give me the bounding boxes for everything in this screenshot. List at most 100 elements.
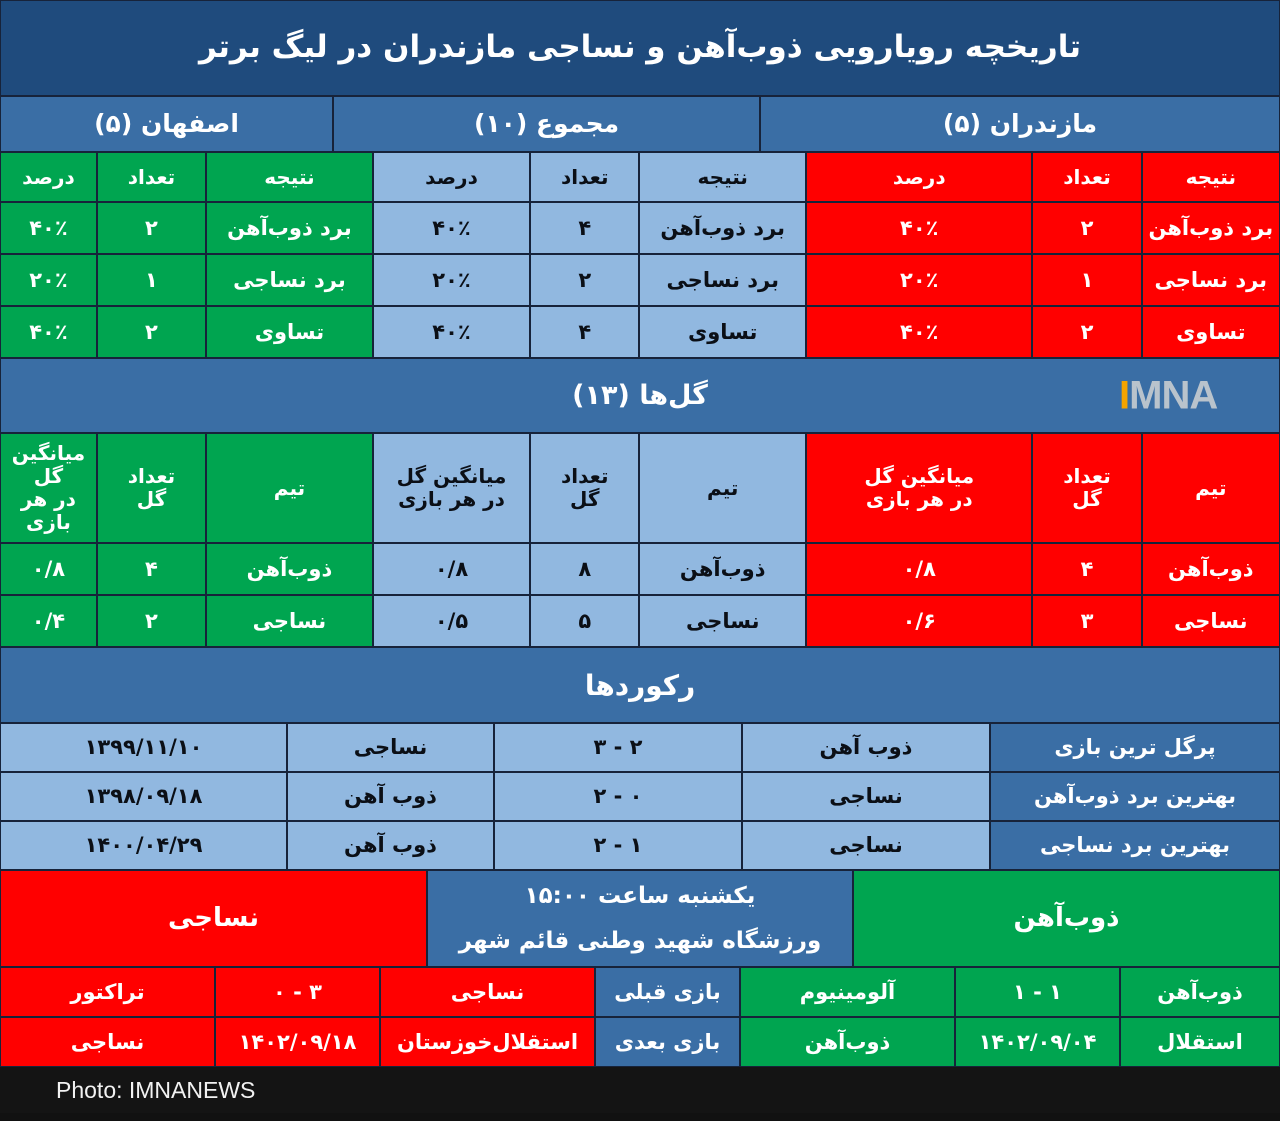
stats-header-total-count: تعداد — [530, 152, 640, 202]
home-previous-team: ذوب‌آهن — [1120, 967, 1280, 1017]
next-match-label: بازی بعدی — [595, 1017, 740, 1067]
stats-maz-result-0: برد ذوب‌آهن — [1141, 202, 1280, 254]
stats-header-maz-result: نتیجه — [1141, 152, 1280, 202]
page-title-text: تاریخچه رویارویی ذوب‌آهن و نساجی مازندرا… — [198, 29, 1082, 66]
stats-maz-count-0: ۲ — [1032, 202, 1142, 254]
goals-isf-team-0: ذوب‌آهن — [206, 543, 373, 595]
stats-header-total-result: نتیجه — [639, 152, 807, 202]
stats-header-row: نتیجه تعداد درصد نتیجه تعداد درصد نتیجه … — [0, 152, 1280, 202]
goals-row: نساجی ۳ ۰/۶ نساجی ۵ ۰/۵ نساجی ۲ ۰/۴ — [0, 595, 1280, 647]
stats-isf-percent-1: ۲۰٪ — [0, 254, 97, 306]
match-away-team: نساجی — [0, 870, 427, 967]
away-previous-score: ۳ - ۰ — [215, 967, 380, 1017]
record-date-0: ۱۳۹۹/۱۱/۱۰ — [0, 723, 287, 772]
stats-header-total-percent: درصد — [372, 152, 531, 202]
stats-maz-percent-0: ۴۰٪ — [806, 202, 1033, 254]
record-score-0: ۲ - ۳ — [494, 723, 742, 772]
stats-row: تساوی ۲ ۴۰٪ تساوی ۴ ۴۰٪ تساوی ۲ ۴۰٪ — [0, 306, 1280, 358]
home-next-team: استقلال — [1120, 1017, 1280, 1067]
records-row: پرگل ترین بازی ذوب آهن ۲ - ۳ نساجی ۱۳۹۹/… — [0, 723, 1280, 772]
record-date-2: ۱۴۰۰/۰۴/۲۹ — [0, 821, 287, 870]
imna-logo: IMNA — [1119, 373, 1218, 418]
goals-total-team-0: ذوب‌آهن — [639, 543, 807, 595]
records-row: بهترین برد ذوب‌آهن نساجی ۰ - ۲ ذوب آهن ۱… — [0, 772, 1280, 821]
goals-header-maz-avg: میانگین گل در هر بازی — [806, 433, 1033, 543]
away-previous-opponent: نساجی — [380, 967, 595, 1017]
stats-isf-percent-0: ۴۰٪ — [0, 202, 97, 254]
photo-credit: Photo: IMNANEWS — [56, 1076, 256, 1103]
away-next-opponent: استقلال‌خوزستان — [380, 1017, 595, 1067]
goals-header-row: تیم تعداد گل میانگین گل در هر بازی تیم ت… — [0, 433, 1280, 543]
goals-row: ذوب‌آهن ۴ ۰/۸ ذوب‌آهن ۸ ۰/۸ ذوب‌آهن ۴ ۰/… — [0, 543, 1280, 595]
group-header-total: مجموع (۱۰) — [333, 96, 760, 152]
stats-total-result-2: تساوی — [639, 306, 807, 358]
stats-header-isf-result: نتیجه — [206, 152, 373, 202]
goals-header-total-count: تعداد گل — [530, 433, 640, 543]
home-next-opponent: ذوب‌آهن — [740, 1017, 955, 1067]
goals-maz-team-1: نساجی — [1141, 595, 1280, 647]
record-label-1: بهترین برد ذوب‌آهن — [990, 772, 1280, 821]
stats-isf-result-2: تساوی — [206, 306, 373, 358]
goals-isf-avg-1: ۰/۴ — [0, 595, 97, 647]
goals-total-avg-0: ۰/۸ — [372, 543, 531, 595]
match-details: یکشنبه ساعت ۱۵:۰۰ ورزشگاه شهید وطنی قائم… — [427, 870, 853, 967]
match-venue: ورزشگاه شهید وطنی قائم شهر — [458, 927, 822, 954]
record-away-0: ذوب آهن — [742, 723, 990, 772]
record-away-1: نساجی — [742, 772, 990, 821]
stats-total-percent-0: ۴۰٪ — [372, 202, 531, 254]
record-date-1: ۱۳۹۸/۰۹/۱۸ — [0, 772, 287, 821]
record-score-1: ۰ - ۲ — [494, 772, 742, 821]
stats-row: برد نساجی ۱ ۲۰٪ برد نساجی ۲ ۲۰٪ برد نساج… — [0, 254, 1280, 306]
stats-isf-percent-2: ۴۰٪ — [0, 306, 97, 358]
stats-header-isf-percent: درصد — [0, 152, 97, 202]
home-next-date: ۱۴۰۲/۰۹/۰۴ — [955, 1017, 1120, 1067]
match-time: یکشنبه ساعت ۱۵:۰۰ — [524, 883, 756, 909]
goals-isf-avg-0: ۰/۸ — [0, 543, 97, 595]
stats-isf-count-0: ۲ — [96, 202, 207, 254]
group-header-mazandaran: مازندران (۵) — [760, 96, 1280, 152]
match-home-team: ذوب‌آهن — [853, 870, 1280, 967]
goals-header-isf-avg: میانگین گل در هر بازی — [0, 433, 97, 543]
stats-header-isf-count: تعداد — [96, 152, 207, 202]
stats-total-percent-1: ۲۰٪ — [372, 254, 531, 306]
goals-header-total-team: تیم — [639, 433, 807, 543]
goals-band-title: گل‌ها (۱۳) — [572, 380, 708, 411]
stats-total-percent-2: ۴۰٪ — [372, 306, 531, 358]
stats-total-count-1: ۲ — [530, 254, 640, 306]
goals-maz-avg-1: ۰/۶ — [806, 595, 1033, 647]
goals-total-avg-1: ۰/۵ — [372, 595, 531, 647]
imna-logo-accent-letter: I — [1119, 373, 1130, 417]
record-label-0: پرگل ترین بازی — [990, 723, 1280, 772]
stats-total-count-2: ۴ — [530, 306, 640, 358]
record-away-2: نساجی — [742, 821, 990, 870]
stats-maz-count-2: ۲ — [1032, 306, 1142, 358]
away-next-team: نساجی — [0, 1017, 215, 1067]
goals-total-team-1: نساجی — [639, 595, 807, 647]
goals-isf-team-1: نساجی — [206, 595, 373, 647]
stats-maz-result-1: برد نساجی — [1141, 254, 1280, 306]
goals-isf-count-1: ۲ — [96, 595, 207, 647]
goals-maz-count-0: ۴ — [1032, 543, 1142, 595]
stats-isf-count-1: ۱ — [96, 254, 207, 306]
away-previous-team: تراکتور — [0, 967, 215, 1017]
fixtures-next-row: استقلال ۱۴۰۲/۰۹/۰۴ ذوب‌آهن بازی بعدی است… — [0, 1017, 1280, 1067]
goals-header-total-avg: میانگین گل در هر بازی — [372, 433, 531, 543]
imna-logo-rest: MNA — [1129, 373, 1218, 417]
record-home-2: ذوب آهن — [287, 821, 494, 870]
goals-maz-team-0: ذوب‌آهن — [1141, 543, 1280, 595]
goals-maz-count-1: ۳ — [1032, 595, 1142, 647]
page-title: تاریخچه رویارویی ذوب‌آهن و نساجی مازندرا… — [0, 0, 1280, 96]
stats-maz-percent-2: ۴۰٪ — [806, 306, 1033, 358]
goals-header-maz-count: تعداد گل — [1032, 433, 1142, 543]
group-header-isfahan: اصفهان (۵) — [0, 96, 333, 152]
away-next-date: ۱۴۰۲/۰۹/۱۸ — [215, 1017, 380, 1067]
goals-total-count-0: ۸ — [530, 543, 640, 595]
records-band-title: رکوردها — [584, 668, 696, 702]
stats-isf-result-0: برد ذوب‌آهن — [206, 202, 373, 254]
footer: Photo: IMNANEWS — [0, 1067, 1280, 1113]
stats-isf-result-1: برد نساجی — [206, 254, 373, 306]
goals-header-maz-team: تیم — [1141, 433, 1280, 543]
stats-total-count-0: ۴ — [530, 202, 640, 254]
stats-total-result-0: برد ذوب‌آهن — [639, 202, 807, 254]
group-header-row: مازندران (۵) مجموع (۱۰) اصفهان (۵) — [0, 96, 1280, 152]
